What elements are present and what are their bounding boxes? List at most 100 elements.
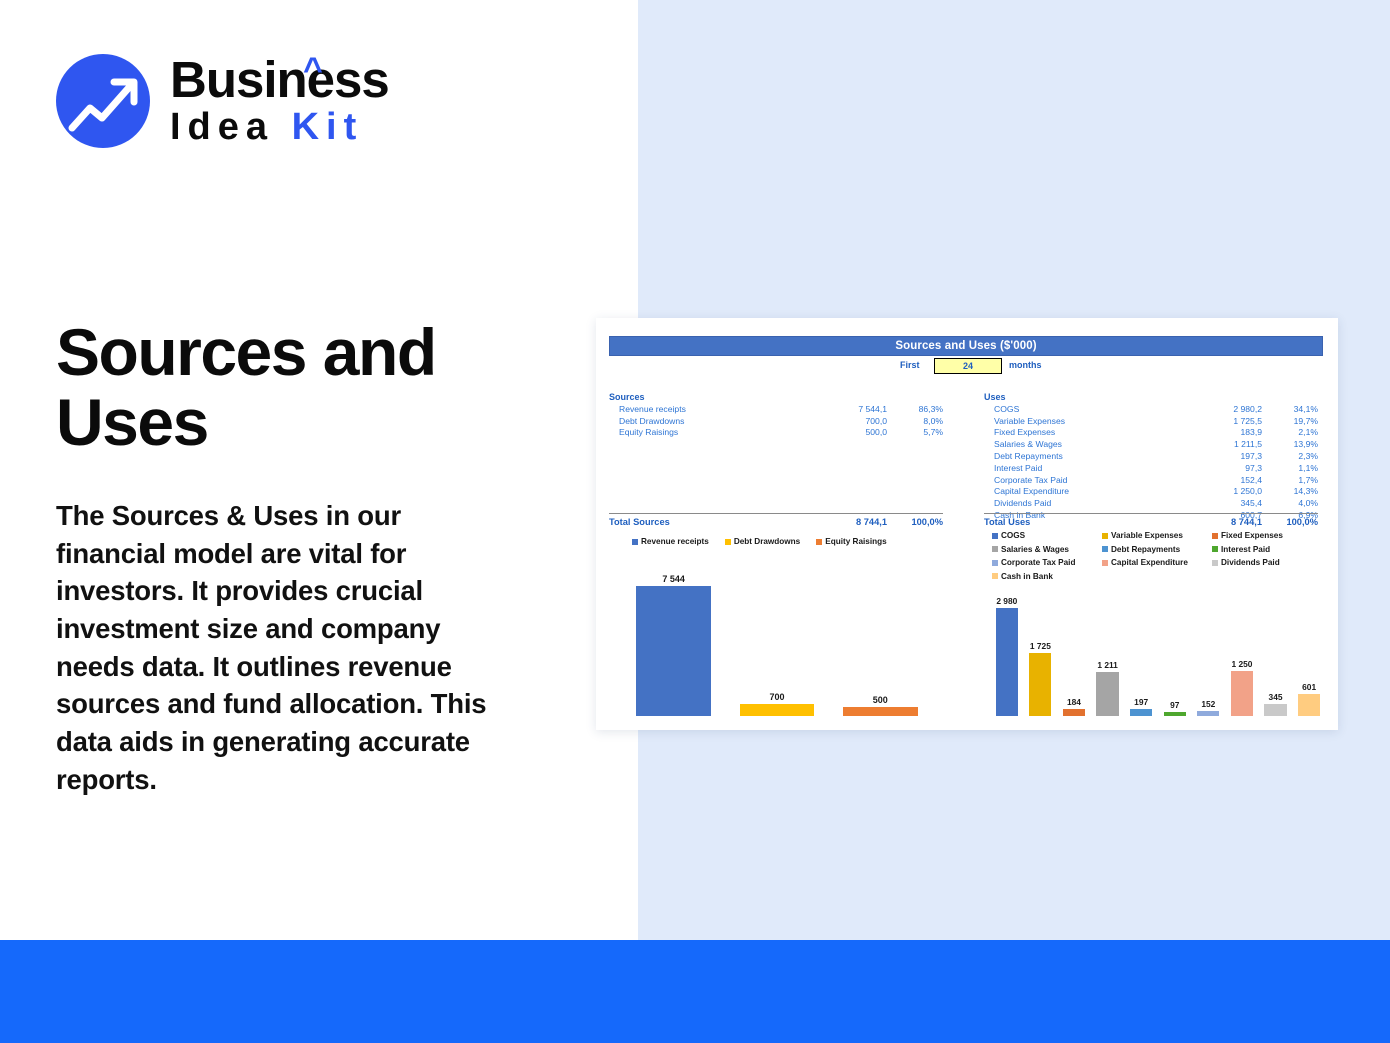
legend-item-label: Revenue receipts	[641, 537, 709, 546]
bottom-accent-band	[0, 940, 1390, 1043]
legend-swatch-icon	[1102, 532, 1108, 539]
uses-row-value: 1 250,0	[1233, 486, 1262, 497]
sources-row-name: Revenue receipts	[619, 403, 686, 414]
bar-group: 197	[1124, 590, 1158, 716]
bar-group: 184	[1057, 590, 1091, 716]
bar[interactable]	[636, 586, 711, 716]
bar-group: 500	[829, 568, 932, 716]
legend-item[interactable]: Capital Expenditure	[1102, 558, 1212, 567]
legend-item[interactable]: Dividends Paid	[1212, 558, 1322, 567]
sources-chart-legend: Revenue receipts Debt Drawdowns Equity Rai…	[632, 537, 932, 546]
legend-item[interactable]: Debt Drawdowns	[724, 537, 801, 546]
bar-group: 97	[1158, 590, 1192, 716]
legend-item[interactable]: COGS	[992, 531, 1102, 540]
bar-value-label: 345	[1268, 691, 1283, 702]
spreadsheet-card: Sources and Uses ($'000) First 24 months…	[596, 318, 1338, 730]
bar-group: 1 250	[1225, 590, 1259, 716]
brand-wordmark-business: Business	[170, 50, 390, 108]
bar-value-label: 152	[1201, 698, 1216, 709]
uses-row-value: 2 980,2	[1233, 403, 1262, 414]
table-row: Capital Expenditure 1 250,0 14,3%	[984, 486, 1318, 498]
table-row: Corporate Tax Paid 152,4 1,7%	[984, 474, 1318, 486]
bar[interactable]	[1163, 712, 1186, 716]
uses-rows: COGS 2 980,2 34,1% Variable Expenses 1 725,5…	[984, 403, 1318, 521]
bar[interactable]	[1130, 708, 1153, 716]
legend-item[interactable]: Debt Repayments	[1102, 545, 1212, 554]
months-unit-label: months	[1009, 360, 1042, 370]
legend-swatch-icon	[816, 538, 823, 545]
sources-table-header: Sources	[609, 392, 645, 402]
uses-row-pct: 2,3%	[1298, 451, 1318, 462]
legend-swatch-icon	[724, 538, 731, 545]
legend-item-label: Dividends Paid	[1221, 558, 1280, 567]
bar-value-label: 500	[872, 695, 888, 706]
legend-item[interactable]: Fixed Expenses	[1212, 531, 1322, 540]
uses-total-label: Total Uses	[984, 517, 1031, 527]
table-row: Revenue receipts 7 544,1 86,3%	[609, 403, 943, 415]
table-row: Interest Paid 97,3 1,1%	[984, 462, 1318, 474]
legend-item[interactable]: Cash in Bank	[992, 572, 1102, 581]
uses-row-value: 183,9	[1240, 427, 1262, 438]
bar-value-label: 601	[1302, 682, 1317, 693]
table-row: Debt Drawdowns 700,0 8,0%	[609, 415, 943, 427]
bar[interactable]	[1298, 694, 1321, 716]
months-control-row: First 24 months	[609, 358, 1323, 375]
sources-row-value: 500,0	[865, 427, 887, 438]
legend-item[interactable]: Corporate Tax Paid	[992, 558, 1102, 567]
bar-group: 1 211	[1091, 590, 1125, 716]
bar[interactable]	[1197, 710, 1220, 716]
bar-value-label: 1 250	[1231, 658, 1253, 669]
brand-wordmark: Business ^ Idea Kit	[170, 53, 390, 146]
uses-row-name: Capital Expenditure	[994, 486, 1070, 497]
uses-row-pct: 2,1%	[1298, 427, 1318, 438]
bar[interactable]	[1096, 672, 1119, 716]
page-description: The Sources & Uses in our financial mode…	[56, 500, 487, 795]
bar[interactable]	[1230, 670, 1254, 716]
legend-item[interactable]: Salaries & Wages	[992, 545, 1102, 554]
legend-swatch-icon	[1212, 546, 1218, 552]
bar[interactable]	[1029, 653, 1052, 716]
legend-item[interactable]: Revenue receipts	[632, 537, 709, 546]
legend-swatch-icon	[1212, 559, 1218, 566]
months-first-label: First	[900, 360, 920, 370]
uses-row-name: Variable Expenses	[994, 415, 1066, 426]
bar-value-label: 7 544	[662, 574, 685, 584]
uses-bar-chart: 2 980 1 725 184 1 211 197 97 152 1 250 345 601	[990, 590, 1326, 716]
bar[interactable]	[739, 703, 815, 716]
bar-value-label: 1 211	[1097, 660, 1118, 671]
uses-row-pct: 19,7%	[1293, 415, 1318, 426]
uses-row-pct: 14,3%	[1293, 486, 1318, 497]
bar[interactable]	[843, 707, 918, 716]
background-panel-left	[0, 0, 638, 940]
sources-total-rule	[609, 513, 943, 514]
sheet-title-bar: Sources and Uses ($'000)	[609, 336, 1323, 356]
sources-row-pct: 86,3%	[918, 403, 943, 414]
sources-row-name: Debt Drawdowns	[619, 415, 685, 426]
bar-group: 345	[1259, 590, 1293, 716]
uses-row-name: Dividends Paid	[994, 498, 1052, 509]
legend-item[interactable]: Interest Paid	[1212, 545, 1322, 554]
uses-table-header: Uses	[984, 392, 1006, 402]
table-row: Debt Repayments 197,3 2,3%	[984, 450, 1318, 462]
bar[interactable]	[995, 608, 1018, 716]
sources-row-value: 7 544,1	[858, 403, 887, 414]
table-row: Fixed Expenses 183,9 2,1%	[984, 427, 1318, 439]
bar[interactable]	[1264, 703, 1287, 716]
legend-item[interactable]: Variable Expenses	[1102, 531, 1212, 540]
legend-swatch-icon	[992, 559, 998, 566]
legend-item[interactable]: Equity Raisings	[816, 537, 887, 546]
legend-item-label: Debt Drawdowns	[733, 537, 801, 546]
uses-row-value: 1 725,5	[1233, 415, 1262, 426]
legend-item-label: Debt Repayments	[1111, 544, 1181, 554]
table-row: Variable Expenses 1 725,5 19,7%	[984, 415, 1318, 427]
sources-table: Sources Revenue receipts 7 544,1 86,3% Debt…	[609, 392, 943, 438]
legend-swatch-icon	[992, 573, 998, 579]
bar[interactable]	[1062, 709, 1086, 716]
legend-item-label: Corporate Tax Paid	[1001, 558, 1076, 567]
uses-total-row: Total Uses 8 744,1 100,0%	[984, 517, 1318, 527]
uses-row-name: Debt Repayments	[994, 451, 1063, 462]
sources-row-pct: 5,7%	[923, 427, 943, 438]
months-input[interactable]: 24	[934, 358, 1002, 374]
sources-row-value: 700,0	[865, 415, 887, 426]
legend-swatch-icon	[1212, 532, 1218, 539]
